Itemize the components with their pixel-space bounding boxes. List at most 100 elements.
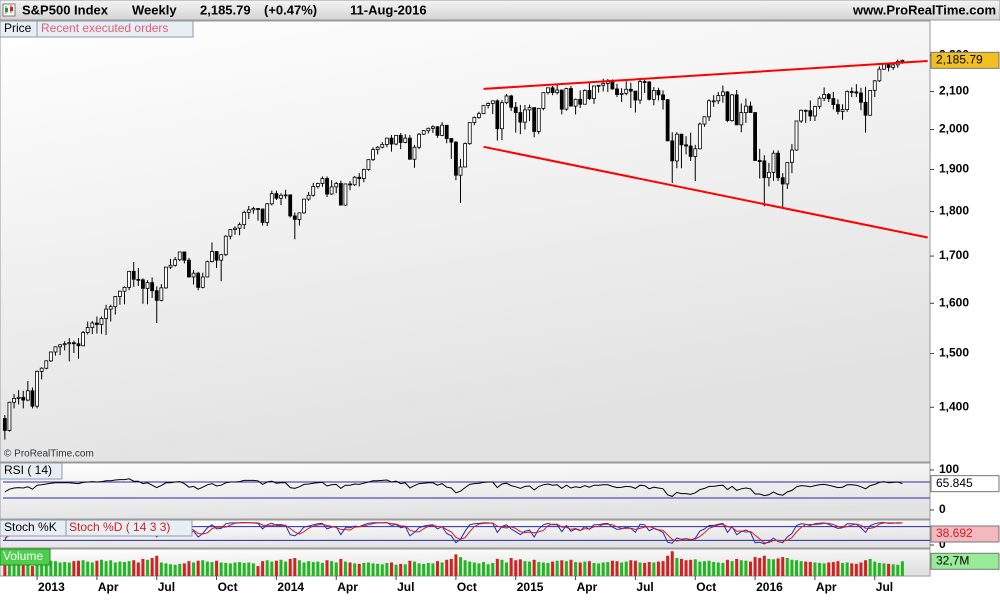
volume-bar [463,560,467,576]
volume-bar [509,558,513,576]
volume-bar [468,561,472,576]
candle-body [141,279,145,289]
value-box [930,525,1000,543]
candle-body [822,94,827,99]
candle-body [35,371,39,407]
volume-bar [256,566,260,576]
volume-bar [445,559,449,576]
volume-bar [725,559,729,576]
candle-body [518,112,523,123]
volume-bar [159,562,163,576]
x-tick-label: Jul [158,580,175,594]
value-box-label: 32,7M [936,553,969,567]
candle-body [122,286,127,292]
volume-bar [228,563,232,576]
candle-body [785,162,790,185]
volume-bar [261,561,265,576]
candle-body [628,88,633,92]
volume-bar [891,564,895,576]
volume-bar [90,562,94,576]
candle-body [288,194,293,217]
volume-bar [178,563,182,576]
value-box-label: 65.845 [936,476,973,490]
volume-bar [146,559,150,576]
candle-body [384,137,389,145]
candle-body [389,137,394,145]
candle-body [16,396,21,399]
candle-body [325,178,329,195]
volume-bar [601,562,605,576]
volume-bar [109,560,113,576]
candle-body [99,318,104,325]
volume-bar [238,562,242,576]
volume-bar [675,558,679,576]
volume-bar [403,564,407,576]
candle-body [113,296,118,308]
volume-bar [412,561,416,576]
candle-body [62,343,67,346]
candle-body [555,89,560,94]
candle-body [753,112,757,161]
candle-body [463,143,468,168]
candle-body [81,332,85,347]
candle-body [854,91,859,94]
x-tick-label: 2015 [517,580,544,594]
volume-bar [776,558,780,576]
volume-bar [118,561,122,576]
y-tick-label: 2,000 [939,122,969,136]
candle-body [808,110,813,117]
watermark: © ProRealTime.com [4,449,94,460]
candle-body [403,137,408,143]
candle-body [242,212,247,226]
candle-body [882,63,886,70]
candle-body [546,87,550,94]
volume-bar [431,563,435,576]
volume-bar [900,561,904,576]
candle-body [366,159,371,170]
candle-body [458,166,463,176]
x-tick-label: Apr [577,580,598,594]
candle-body [320,178,325,184]
volume-bar [656,561,660,576]
volume-bar [587,561,591,576]
volume-bar [537,562,541,576]
volume-bar [164,563,168,576]
volume-bar [597,563,601,576]
volume-bar [864,560,868,576]
candle-body [297,212,302,220]
volume-bar [233,562,237,576]
trend-line [483,59,928,90]
candle-body [118,290,122,297]
volume-bar [698,561,702,576]
volume-bar [477,563,481,576]
candle-body [191,272,196,278]
volume-bar [389,562,393,576]
y-tick-label: 1,700 [939,248,969,262]
candle-body [274,193,279,199]
volume-bar [284,561,288,576]
candle-body [490,100,495,104]
y-tick-label: 1,800 [939,204,969,218]
candle-body [582,89,587,105]
volume-bar [850,563,854,576]
candle-body [334,183,339,188]
y-tick-label: 1,400 [939,399,969,413]
volume-bar [67,562,71,576]
volume-bar [896,564,900,576]
candle-body [578,98,583,105]
candle-body [504,95,509,104]
candle-body [513,106,518,113]
candle-body [164,266,168,289]
volume-bar [53,561,57,576]
volume-bar [822,563,826,576]
volume-bar [748,561,752,576]
candle-body [872,80,877,91]
volume-bar [320,562,324,576]
candle-body [610,81,615,90]
candle-body [311,186,316,196]
candle-body [76,343,81,347]
volume-bar [629,560,633,576]
candle-body [94,322,99,325]
volume-bar [762,555,766,576]
stoch-d-label: Stoch %D ( 14 3 3) [69,520,170,534]
